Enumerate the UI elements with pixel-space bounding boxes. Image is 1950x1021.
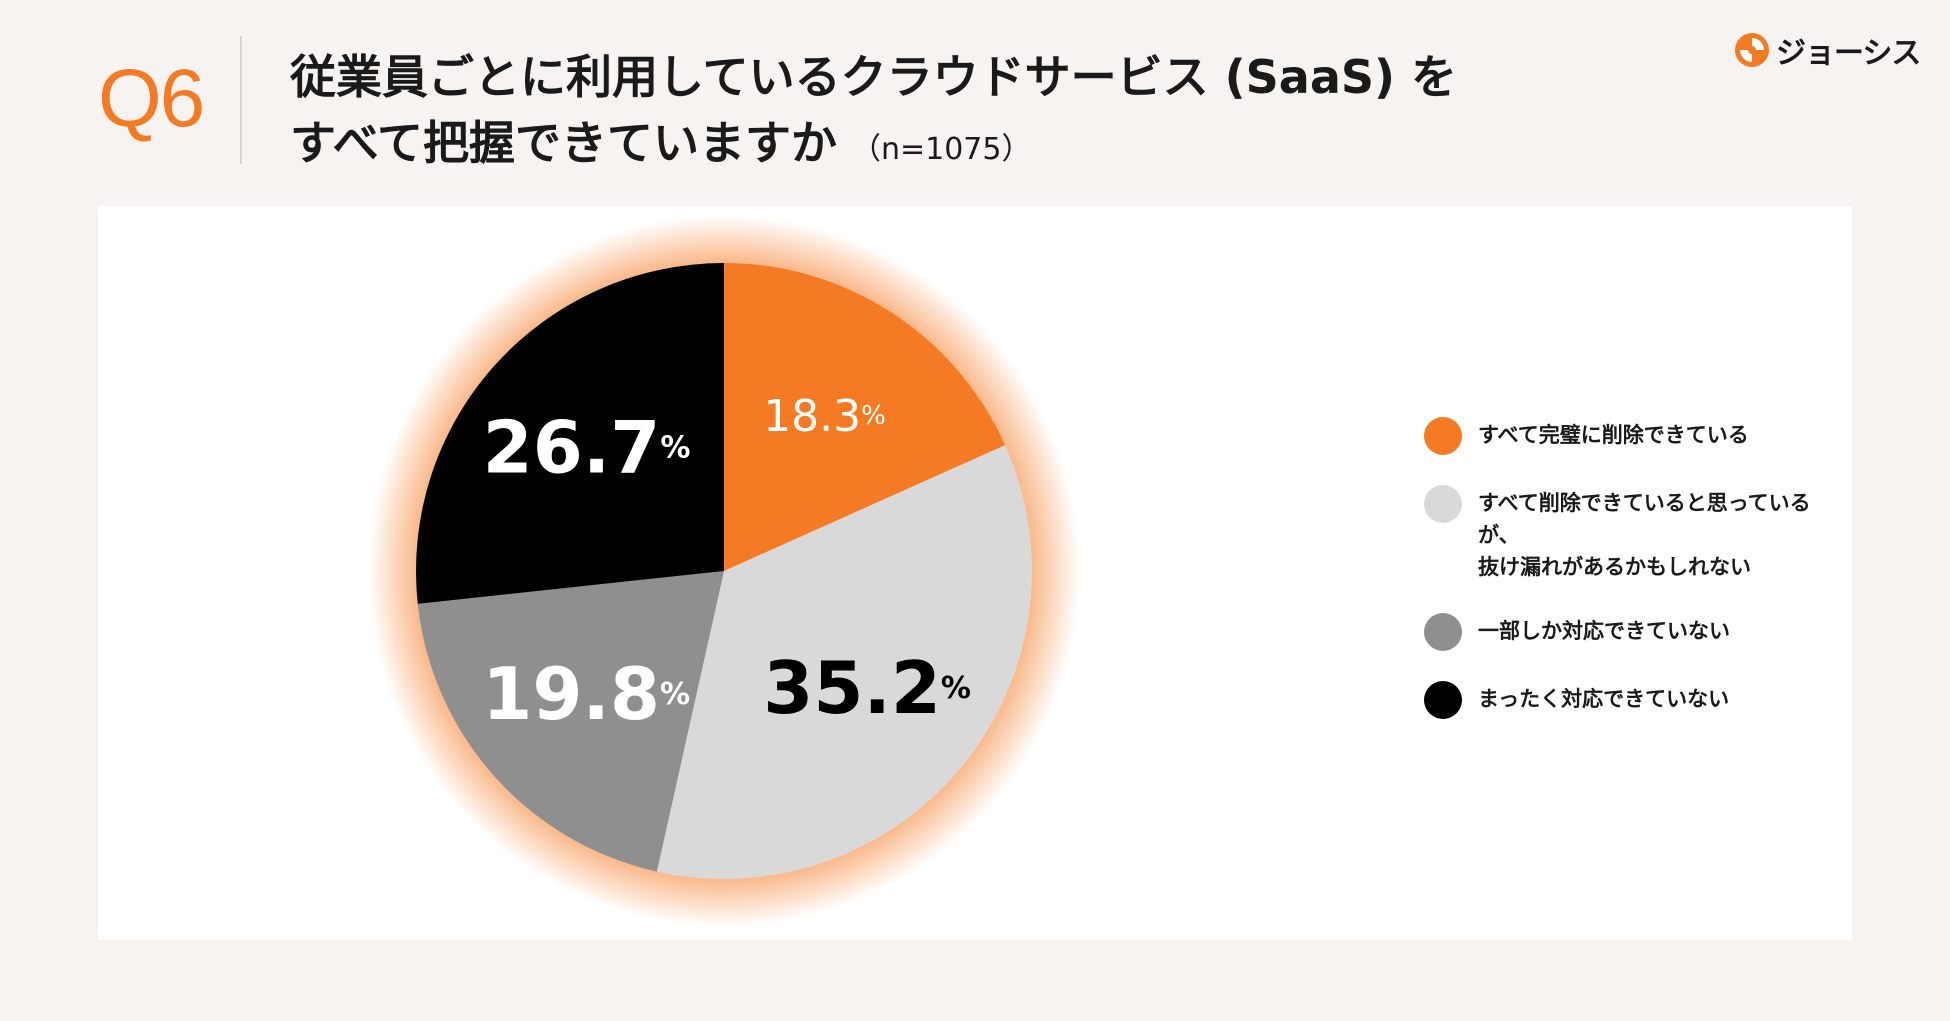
legend: すべて完璧に削除できているすべて削除できていると思っているが、 抜け漏れがあるか…	[1424, 417, 1844, 753]
chart-card: 18.3% 35.2% 19.8% 26.7% すべて完璧に削除できている すべて削除で…	[98, 206, 1852, 940]
legend-label: 一部しか対応できていない	[1478, 619, 1730, 643]
data-label-unit: %	[861, 401, 886, 431]
legend-swatch	[1424, 485, 1462, 523]
logo-mark-icon	[1735, 33, 1769, 67]
data-label-4: 26.7%	[483, 405, 691, 489]
page-title: 従業員ごとに利用しているクラウドサービス (SaaS) を すべて把握できていま…	[290, 44, 1457, 183]
legend-label: すべて完璧に削除できている	[1478, 423, 1749, 447]
data-label-1: 18.3%	[763, 390, 886, 441]
logo-text: ジョーシス	[1776, 36, 1921, 71]
title-line-2: すべて把握できていますか （n=1075）	[290, 110, 1457, 183]
data-label-unit: %	[660, 430, 690, 465]
legend-swatch	[1424, 681, 1462, 719]
title-line-2-text: すべて把握できていますか	[290, 116, 837, 170]
header: Q6 従業員ごとに利用しているクラウドサービス (SaaS) を すべて把握でき…	[0, 0, 1950, 200]
legend-item-1: すべて完璧に削除できている	[1424, 417, 1844, 455]
data-label-value: 35.2	[763, 646, 941, 730]
legend-item-2: すべて削除できていると思っているが、 抜け漏れがあるかもしれない	[1424, 485, 1844, 583]
pie-chart: 18.3%35.2%19.8%26.7%	[368, 215, 1080, 927]
question-number: Q6	[98, 53, 205, 144]
data-label-value: 18.3	[763, 390, 861, 441]
legend-label: すべて削除できていると思っているが、 抜け漏れがあるかもしれない	[1478, 491, 1811, 579]
title-line-1: 従業員ごとに利用しているクラウドサービス (SaaS) を	[290, 50, 1458, 104]
legend-label: まったく対応できていない	[1478, 687, 1730, 711]
data-label-2: 35.2%	[763, 646, 971, 730]
data-label-unit: %	[660, 677, 690, 712]
legend-swatch	[1424, 417, 1462, 455]
pie-slice-3	[417, 571, 724, 872]
brand-logo: ジョーシス	[1734, 30, 1921, 71]
pie-slice-1	[724, 263, 1006, 571]
pie-slice-2	[656, 445, 1032, 879]
legend-item-3: 一部しか対応できていない	[1424, 613, 1844, 651]
data-label-value: 26.7	[483, 405, 661, 489]
header-divider	[240, 36, 242, 164]
data-label-3: 19.8%	[482, 652, 690, 736]
pie-slice-4	[416, 263, 724, 604]
sample-size: （n=1075）	[850, 132, 1032, 167]
data-label-unit: %	[941, 670, 971, 705]
data-label-value: 19.8	[482, 652, 660, 736]
legend-item-4: まったく対応できていない	[1424, 681, 1844, 719]
legend-swatch	[1424, 613, 1462, 651]
